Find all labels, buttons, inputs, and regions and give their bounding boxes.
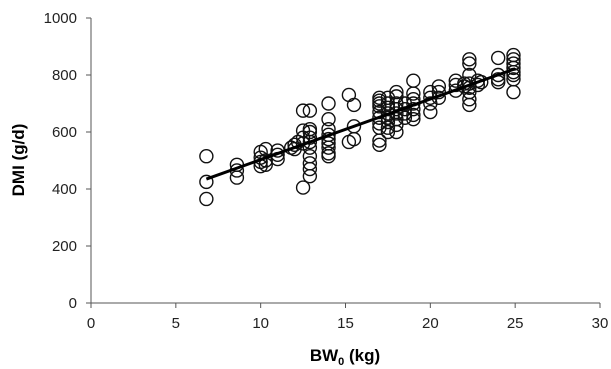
x-tick-label: 25 [507, 315, 524, 332]
data-point [346, 97, 362, 113]
y-tick-label: 400 [52, 181, 77, 198]
data-point [462, 92, 477, 107]
x-tick-label: 30 [592, 315, 609, 332]
x-tick-group: 0 5 10 15 20 25 30 [87, 303, 609, 332]
data-point [302, 161, 318, 177]
data-point [506, 84, 521, 100]
y-tick-label: 600 [52, 124, 77, 141]
data-point [321, 140, 336, 155]
y-tick-label: 1000 [44, 10, 77, 27]
data-point [389, 117, 404, 133]
data-point [389, 84, 404, 100]
x-tick-label: 5 [172, 315, 180, 332]
data-point [302, 134, 318, 150]
data-point [199, 149, 214, 164]
x-tick-label: 0 [87, 315, 95, 332]
x-axis-title-main: BW [310, 346, 339, 365]
data-point [389, 124, 404, 140]
data-point [372, 99, 387, 114]
data-point [321, 96, 336, 111]
data-point [462, 97, 477, 113]
data-point [506, 60, 521, 76]
data-point [406, 111, 421, 127]
data-point [397, 110, 413, 125]
x-tick-label: 20 [422, 315, 439, 332]
data-point [258, 141, 273, 157]
data-point [491, 50, 506, 66]
trend-line [205, 67, 516, 181]
data-point [406, 101, 421, 117]
data-point [321, 146, 336, 161]
data-point [199, 191, 214, 207]
y-tick-group: 0 200 400 600 800 1000 [44, 10, 91, 312]
data-point [372, 137, 387, 153]
data-point [229, 170, 245, 185]
data-point [341, 87, 357, 103]
data-point [462, 52, 477, 67]
data-point [295, 180, 311, 195]
y-tick-label: 800 [52, 67, 77, 84]
x-tick-label: 15 [337, 315, 354, 332]
data-point [380, 120, 396, 135]
data-point [380, 124, 396, 140]
data-point [302, 130, 318, 145]
data-points [199, 47, 521, 207]
data-point [462, 56, 477, 71]
data-point [302, 168, 318, 184]
x-axis-title-unit: (kg) [344, 346, 380, 365]
data-point [199, 174, 214, 190]
data-point [423, 104, 438, 120]
y-axis-title: DMI (g/d) [9, 124, 28, 197]
data-point [372, 133, 387, 148]
data-point [491, 67, 506, 83]
x-axis-title: BW0 (kg) [310, 346, 380, 368]
data-point [406, 73, 421, 88]
data-point [295, 103, 311, 118]
y-tick-label: 0 [69, 295, 77, 312]
data-point [372, 110, 387, 125]
x-axis-title-subscript: 0 [338, 356, 344, 368]
data-point [431, 79, 447, 94]
data-point [346, 131, 362, 147]
data-point [302, 103, 318, 118]
data-point [406, 107, 421, 123]
data-point [302, 124, 318, 140]
x-tick-label: 10 [252, 315, 269, 332]
data-point [406, 86, 421, 101]
data-point [321, 111, 336, 127]
data-point [321, 149, 336, 164]
y-tick-label: 200 [52, 238, 77, 255]
